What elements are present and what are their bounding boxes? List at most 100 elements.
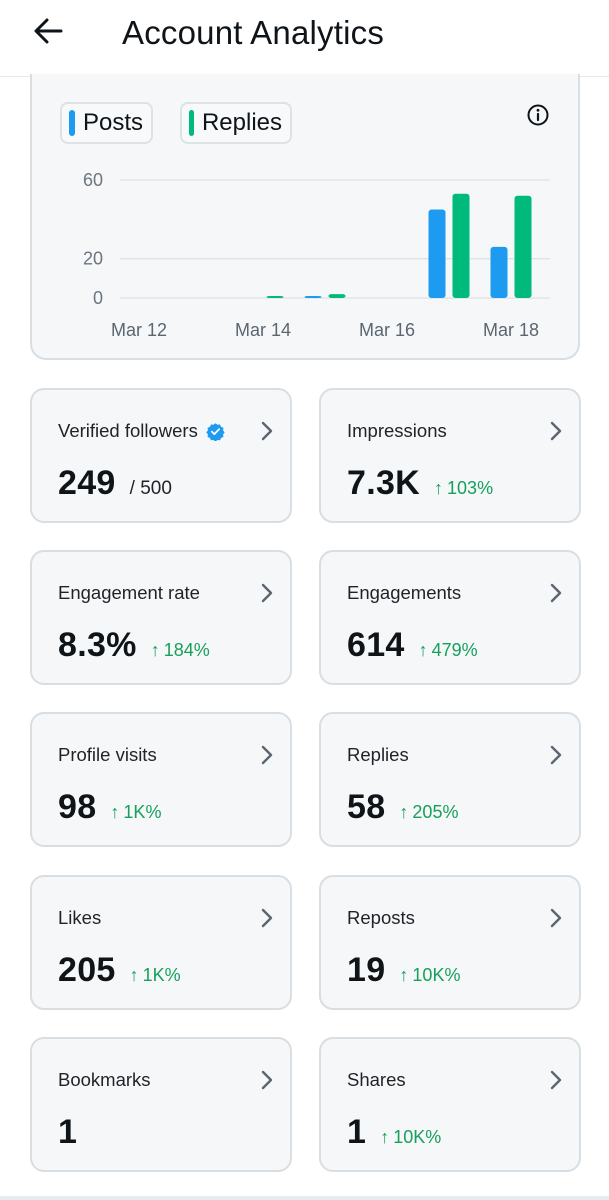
stat-value: 1 [347,1113,367,1151]
stat-label: Likes [58,907,101,929]
stat-label: Replies [347,744,409,766]
stat-change: ↑ 184% [151,640,210,661]
chevron-right-icon [261,1070,273,1090]
stat-change: ↑ 10K% [399,965,460,986]
stat-change: ↑ 103% [434,478,493,499]
y-tick-label: 60 [83,170,103,190]
bar-posts-mar-18 [490,246,508,298]
bar-replies-mar-14 [266,296,284,298]
stat-card-verified-followers[interactable]: Verified followers 249 / 500 [30,388,292,523]
stat-max: / 500 [129,478,172,499]
arrow-up-icon: ↑ [380,1127,390,1147]
stat-value: 7.3K [347,464,421,502]
legend-replies-label: Replies [201,109,282,136]
chevron-right-icon [261,908,273,928]
arrow-up-icon: ↑ [129,965,139,985]
stat-change: ↑ 479% [419,640,478,661]
stat-label: Bookmarks [58,1069,151,1091]
stat-label: Reposts [347,907,415,929]
top-app-bar: Account Analytics [0,0,609,77]
activity-chart-card: Posts Replies 60 20 0 Mar 12 Mar 14 Mar 16 Mar… [30,74,580,360]
stat-change: ↑ 10K% [380,1127,441,1148]
arrow-up-icon: ↑ [399,965,409,985]
stat-label: Verified followers [58,420,225,442]
stat-change: ↑ 1K% [130,965,181,986]
arrow-up-icon: ↑ [110,802,120,822]
stat-value: 19 [347,951,386,989]
chevron-right-icon [261,745,273,765]
stat-label-text: Likes [58,907,102,928]
stat-change: ↑ 1K% [110,802,161,823]
page-title: Account Analytics [122,14,385,51]
stat-change-value: 479% [431,640,478,660]
verified-badge-icon [206,422,225,441]
stat-card-reposts[interactable]: Reposts 19 ↑ 10K% [319,875,581,1010]
chevron-right-icon [550,421,562,441]
bottom-divider [0,1196,609,1200]
stat-change-value: 205% [412,802,459,822]
stat-card-impressions[interactable]: Impressions 7.3K ↑ 103% [319,388,581,523]
back-button[interactable] [28,14,68,48]
bar-chart: 60 20 0 Mar 12 Mar 14 Mar 16 Mar 18 [83,170,550,340]
stat-value-row: 249 / 500 [58,464,172,503]
x-tick-label: Mar 18 [483,320,539,340]
stat-label-text: Impressions [347,420,447,441]
stat-card-likes[interactable]: Likes 205 ↑ 1K% [30,875,292,1010]
stat-label-text: Replies [347,744,409,765]
stat-value: 205 [58,951,116,989]
chevron-right-icon [550,583,562,603]
stat-label: Profile visits [58,744,157,766]
stat-label: Engagement rate [58,582,200,604]
stat-card-engagements[interactable]: Engagements 614 ↑ 479% [319,550,581,685]
stat-value: 249 [58,464,116,502]
stat-value-row: 58 ↑ 205% [347,788,458,827]
bar-replies-mar-18 [514,195,532,298]
bar-replies-mar-17 [452,193,470,298]
stat-card-bookmarks[interactable]: Bookmarks 1 [30,1037,292,1172]
y-tick-label: 20 [83,249,103,269]
chevron-right-icon [261,421,273,441]
stat-value-row: 1 [58,1113,77,1152]
stat-change-value: 184% [163,640,210,660]
y-tick-label: 0 [93,288,103,308]
arrow-up-icon: ↑ [150,640,160,660]
info-icon[interactable] [526,103,550,127]
arrow-up-icon: ↑ [434,478,444,498]
stat-card-shares[interactable]: Shares 1 ↑ 10K% [319,1037,581,1172]
stat-card-replies[interactable]: Replies 58 ↑ 205% [319,712,581,847]
chevron-right-icon [550,1070,562,1090]
stat-value-row: 614 ↑ 479% [347,626,478,665]
stat-change-value: 10K% [393,1127,442,1147]
stat-value: 614 [347,626,405,664]
bar-posts-mar-15 [304,296,322,298]
stat-value-row: 19 ↑ 10K% [347,951,460,990]
stat-change-value: 1K% [142,965,181,985]
x-tick-label: Mar 16 [359,320,415,340]
bar-replies-mar-15 [328,294,346,298]
x-tick-label: Mar 12 [111,320,167,340]
legend-replies-chip[interactable]: Replies [180,102,292,144]
stat-label-text: Engagement rate [58,582,200,603]
chevron-right-icon [550,745,562,765]
stat-change: ↑ 205% [399,802,458,823]
posts-swatch [69,110,75,136]
stat-label-text: Bookmarks [58,1069,151,1090]
stat-change-value: 1K% [123,802,162,822]
stat-value: 98 [58,788,97,826]
stat-card-engagement-rate[interactable]: Engagement rate 8.3% ↑ 184% [30,550,292,685]
stat-value-row: 8.3% ↑ 184% [58,626,210,665]
x-tick-label: Mar 14 [235,320,291,340]
chevron-right-icon [261,583,273,603]
stat-value: 58 [347,788,386,826]
replies-swatch [189,110,194,136]
stat-value: 8.3% [58,626,137,664]
stat-label-text: Reposts [347,907,415,928]
stat-label-text: Engagements [347,582,462,603]
stat-label-text: Shares [347,1069,406,1090]
stat-label: Engagements [347,582,461,604]
stat-value-row: 98 ↑ 1K% [58,788,161,827]
legend-posts-chip[interactable]: Posts [60,102,153,144]
stat-change-value: 103% [447,478,494,498]
stat-card-profile-visits[interactable]: Profile visits 98 ↑ 1K% [30,712,292,847]
stat-label: Shares [347,1069,406,1091]
